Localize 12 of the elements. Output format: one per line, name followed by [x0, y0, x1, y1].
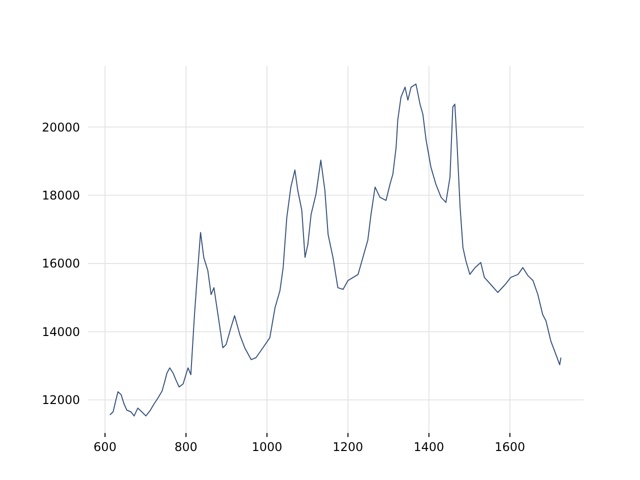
- x-tick-label: 1000: [252, 440, 282, 454]
- x-tick-label: 1400: [414, 440, 444, 454]
- x-tick-label: 1200: [332, 440, 364, 454]
- y-tick-label: 16000: [42, 256, 80, 271]
- x-tick-label: 600: [94, 440, 116, 454]
- line-series: [109, 84, 562, 416]
- y-tick-label: 14000: [42, 324, 80, 339]
- x-tick-label: 1600: [494, 440, 526, 454]
- x-tick-label: 800: [174, 440, 198, 454]
- y-tick-label: 18000: [42, 188, 80, 202]
- y-tick-label: 12000: [42, 393, 80, 408]
- y-tick-label: 20000: [42, 120, 80, 134]
